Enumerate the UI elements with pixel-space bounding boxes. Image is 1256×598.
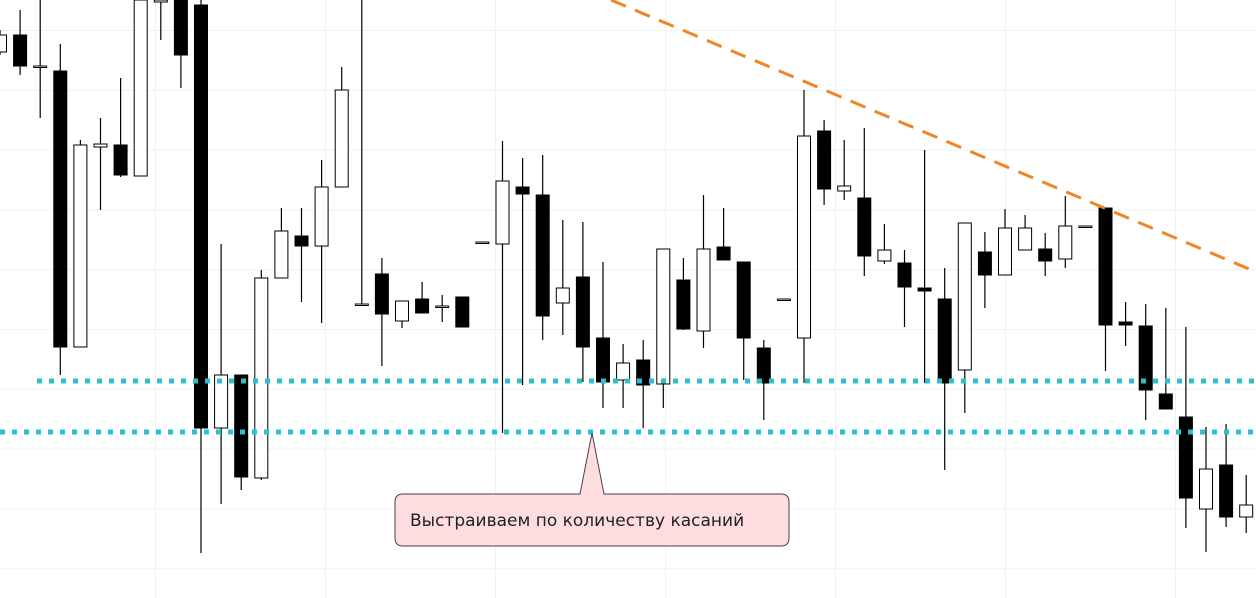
trend-line (610, 0, 1256, 274)
candle-body (214, 374, 229, 429)
candle-body (415, 298, 430, 314)
candle-body (495, 180, 510, 245)
candle-body (334, 89, 349, 188)
candle-body (173, 0, 188, 56)
candle-body (354, 303, 369, 306)
candle-body (957, 222, 972, 371)
candle-body (435, 305, 450, 308)
candle-body (194, 4, 208, 429)
candle-body (977, 251, 992, 276)
candle-body (937, 298, 952, 384)
candle-body (736, 261, 751, 339)
candle-body (857, 197, 872, 257)
candle-body (33, 65, 48, 68)
candle-body (314, 186, 329, 247)
candle-body (797, 135, 811, 339)
candle-body (1199, 468, 1213, 510)
candle-body (1098, 207, 1113, 326)
candle-body (133, 0, 148, 177)
candle-body (917, 287, 932, 292)
candle-body (616, 362, 631, 381)
candle-body (998, 227, 1012, 276)
candle-body (0, 34, 7, 53)
candle-body (274, 230, 289, 279)
candle-body (756, 347, 771, 384)
candle-body (254, 277, 269, 479)
candle-body (1239, 504, 1254, 518)
candle-body (1038, 248, 1053, 262)
candle-body (656, 248, 671, 385)
candle-body (294, 235, 309, 247)
candle-body (535, 194, 550, 317)
candle-body (395, 300, 409, 322)
candle-body (817, 130, 832, 190)
callout-box (394, 432, 790, 547)
candle-body (877, 249, 892, 262)
candle-body (374, 273, 389, 315)
candle-body (234, 374, 249, 478)
candle-body (716, 246, 731, 261)
candle-body (1018, 227, 1033, 251)
candle-body (1178, 416, 1193, 499)
candle-body (113, 144, 128, 176)
candle-body (1058, 225, 1073, 260)
candle-body (1078, 225, 1093, 228)
candle-body (575, 276, 590, 348)
candle-body (53, 70, 68, 348)
candle-body (455, 296, 470, 328)
candle-body (897, 262, 912, 288)
candle-body (776, 298, 791, 301)
candle-body (475, 241, 490, 244)
candle-body (555, 287, 570, 304)
candle-body (1138, 325, 1153, 391)
candle-body (1118, 321, 1133, 326)
candle-body (73, 144, 88, 348)
candle-body (676, 279, 691, 330)
candle-body (696, 248, 711, 332)
candle-body (596, 337, 610, 383)
candle-body (1219, 464, 1234, 518)
candle-body (515, 186, 530, 195)
candle-body (1158, 393, 1173, 410)
candle-body (837, 185, 852, 192)
candle-body (93, 143, 108, 148)
candle-body (153, 0, 168, 3)
callout-text: Выстраиваем по количеству касаний (410, 511, 744, 531)
candle-body (13, 34, 28, 67)
